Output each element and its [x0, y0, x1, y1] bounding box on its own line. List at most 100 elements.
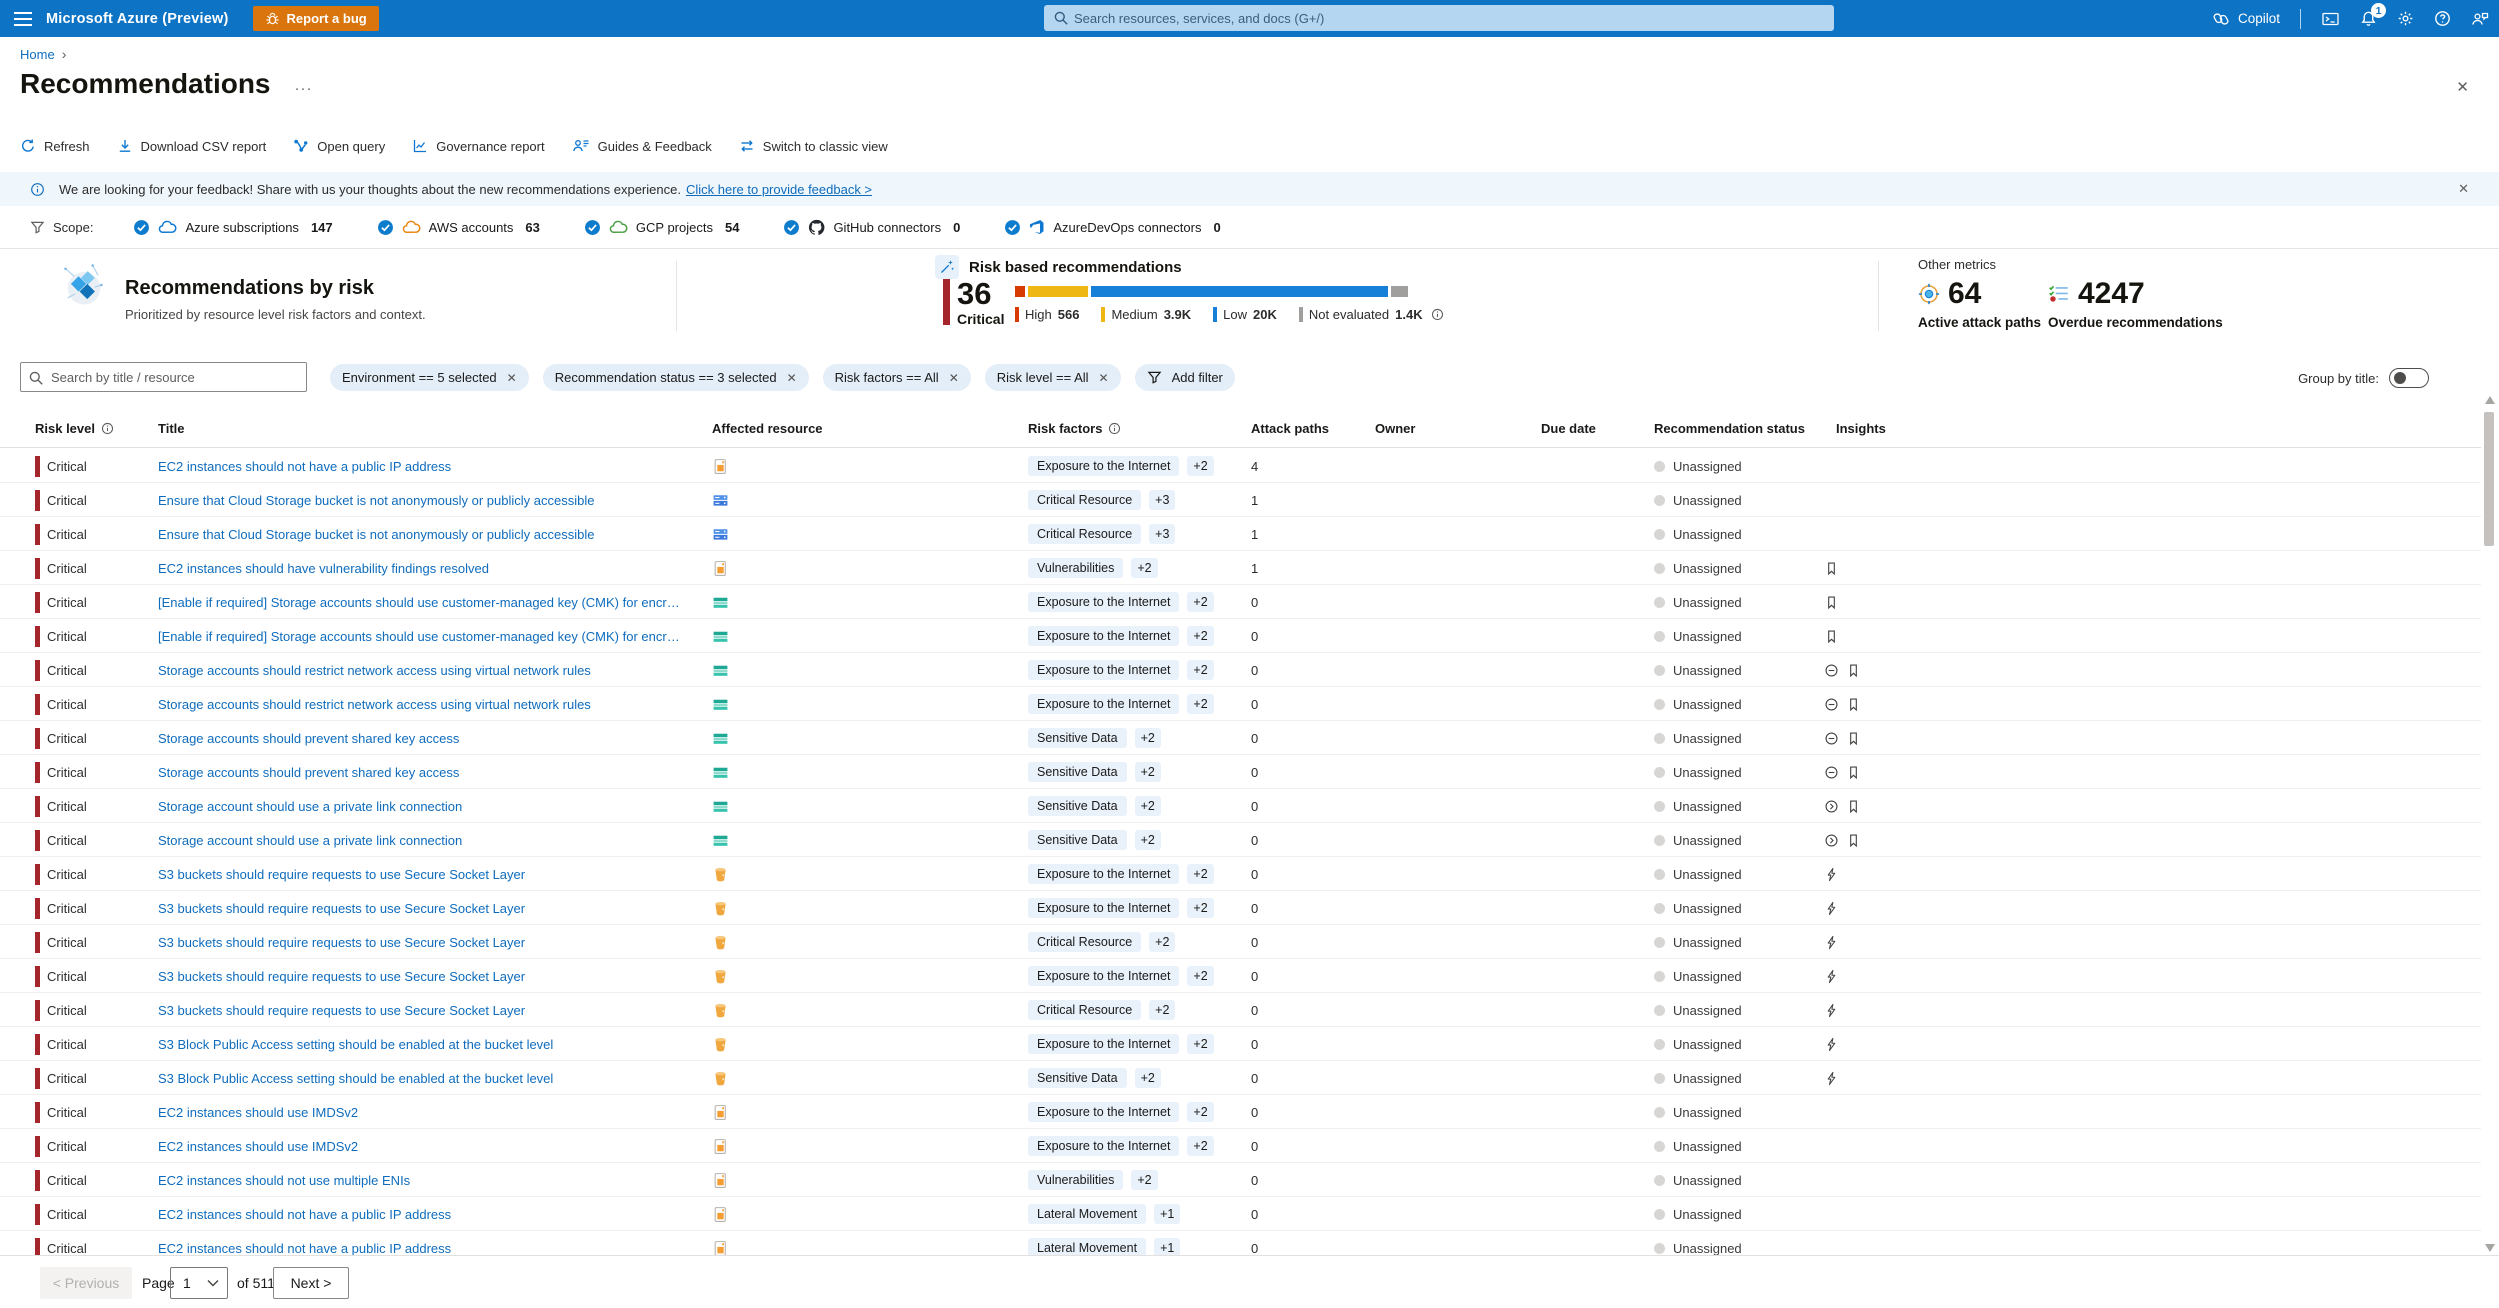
risk-factor-pill[interactable]: Vulnerabilities: [1028, 558, 1124, 578]
help-button[interactable]: [2434, 10, 2451, 27]
risk-factor-more-pill[interactable]: +2: [1187, 1034, 1214, 1054]
breadcrumb-home-link[interactable]: Home: [20, 46, 55, 62]
next-page-button[interactable]: Next >: [273, 1267, 349, 1299]
recommendation-link[interactable]: EC2 instances should not use multiple EN…: [158, 1172, 411, 1188]
recommendation-link[interactable]: [Enable if required] Storage accounts sh…: [158, 628, 683, 644]
risk-factor-pill[interactable]: Sensitive Data: [1028, 830, 1127, 850]
risk-factor-pill[interactable]: Critical Resource: [1028, 524, 1142, 544]
recommendation-link[interactable]: EC2 instances should not have a public I…: [158, 1240, 452, 1256]
global-search-input[interactable]: [1044, 5, 1834, 31]
scope-item-github-connectors[interactable]: GitHub connectors 0: [783, 219, 960, 236]
more-options-icon[interactable]: ···: [294, 79, 313, 97]
risk-factor-pill[interactable]: Sensitive Data: [1028, 728, 1127, 748]
risk-factor-more-pill[interactable]: +2: [1134, 762, 1161, 782]
risk-factor-more-pill[interactable]: +2: [1187, 898, 1214, 918]
scope-item-aws-accounts[interactable]: AWS accounts 63: [377, 219, 540, 236]
scope-item-azuredevops-connectors[interactable]: AzureDevOps connectors 0: [1004, 219, 1221, 236]
dismiss-icon[interactable]: ✕: [1098, 370, 1109, 385]
risk-factor-pill[interactable]: Critical Resource: [1028, 932, 1142, 952]
dismiss-icon[interactable]: ✕: [506, 370, 517, 385]
table-row[interactable]: Critical S3 buckets should require reques…: [0, 891, 2481, 925]
filter-pill-recommendation-status-3-selected[interactable]: Recommendation status == 3 selected ✕: [542, 364, 809, 391]
scope-item-gcp-projects[interactable]: GCP projects 54: [584, 219, 739, 236]
table-row[interactable]: Critical EC2 instances should use IMDSv2 E…: [0, 1129, 2481, 1163]
risk-factor-more-pill[interactable]: +2: [1134, 830, 1161, 850]
table-row[interactable]: Critical EC2 instances should not have a …: [0, 449, 2481, 483]
risk-factor-more-pill[interactable]: +2: [1187, 1136, 1214, 1156]
active-attack-paths-metric[interactable]: 64 Active attack paths: [1918, 277, 2041, 330]
column-header-due-date[interactable]: Due date: [1541, 421, 1596, 436]
scrollbar-thumb[interactable]: [2484, 412, 2494, 546]
scroll-up-icon[interactable]: [2485, 396, 2495, 404]
risk-factor-more-pill[interactable]: +1: [1154, 1238, 1181, 1255]
risk-factor-pill[interactable]: Exposure to the Internet: [1028, 864, 1180, 884]
recommendation-link[interactable]: S3 buckets should require requests to us…: [158, 866, 526, 882]
risk-factor-more-pill[interactable]: +2: [1187, 626, 1214, 646]
table-row[interactable]: Critical EC2 instances should have vulner…: [0, 551, 2481, 585]
info-icon[interactable]: [101, 422, 114, 435]
overdue-recommendations-metric[interactable]: 4247 Overdue recommendations: [2048, 277, 2223, 330]
risk-factor-pill[interactable]: Critical Resource: [1028, 490, 1142, 510]
dismiss-icon[interactable]: ✕: [786, 370, 797, 385]
settings-button[interactable]: [2397, 10, 2414, 27]
dismiss-icon[interactable]: ✕: [948, 370, 959, 385]
table-row[interactable]: Critical S3 buckets should require reques…: [0, 993, 2481, 1027]
table-search-input[interactable]: [20, 362, 307, 392]
table-row[interactable]: Critical S3 buckets should require reques…: [0, 857, 2481, 891]
filter-pill-environment-5-selected[interactable]: Environment == 5 selected ✕: [330, 364, 529, 391]
column-header-insights[interactable]: Insights: [1836, 421, 1886, 436]
column-header-title[interactable]: Title: [158, 421, 185, 436]
risk-factor-more-pill[interactable]: +2: [1187, 694, 1214, 714]
risk-factor-more-pill[interactable]: +2: [1187, 864, 1214, 884]
recommendation-link[interactable]: Storage accounts should prevent shared k…: [158, 764, 460, 780]
risk-factor-pill[interactable]: Exposure to the Internet: [1028, 966, 1180, 986]
recommendation-link[interactable]: S3 buckets should require requests to us…: [158, 1002, 526, 1018]
report-bug-button[interactable]: Report a bug: [252, 6, 379, 31]
recommendation-link[interactable]: Storage accounts should restrict network…: [158, 662, 591, 678]
column-header-owner[interactable]: Owner: [1375, 421, 1415, 436]
recommendation-link[interactable]: S3 buckets should require requests to us…: [158, 900, 526, 916]
column-header-affected-resource[interactable]: Affected resource: [712, 421, 823, 436]
column-header-risk-level[interactable]: Risk level: [35, 421, 114, 436]
column-header-risk-factors[interactable]: Risk factors: [1028, 421, 1121, 436]
recommendation-link[interactable]: Storage accounts should restrict network…: [158, 696, 591, 712]
recommendation-link[interactable]: EC2 instances should use IMDSv2: [158, 1138, 359, 1154]
risk-factor-more-pill[interactable]: +1: [1154, 1204, 1181, 1224]
recommendation-link[interactable]: Ensure that Cloud Storage bucket is not …: [158, 526, 595, 542]
feedback-button[interactable]: [2471, 11, 2489, 27]
table-row[interactable]: Critical Storage accounts should restrict…: [0, 653, 2481, 687]
table-row[interactable]: Critical S3 buckets should require reques…: [0, 925, 2481, 959]
risk-factor-pill[interactable]: Sensitive Data: [1028, 762, 1127, 782]
risk-factor-more-pill[interactable]: +2: [1134, 728, 1161, 748]
table-row[interactable]: Critical S3 buckets should require reques…: [0, 959, 2481, 993]
risk-factor-more-pill[interactable]: +2: [1187, 592, 1214, 612]
add-filter-button[interactable]: Add filter: [1134, 364, 1235, 391]
previous-page-button[interactable]: < Previous: [40, 1267, 132, 1299]
toolbar-open-query[interactable]: Open query: [293, 138, 385, 154]
recommendation-link[interactable]: S3 Block Public Access setting should be…: [158, 1036, 554, 1052]
risk-factor-pill[interactable]: Lateral Movement: [1028, 1238, 1147, 1255]
risk-factor-pill[interactable]: Sensitive Data: [1028, 1068, 1127, 1088]
recommendation-link[interactable]: S3 buckets should require requests to us…: [158, 934, 526, 950]
recommendation-link[interactable]: Ensure that Cloud Storage bucket is not …: [158, 492, 595, 508]
table-row[interactable]: Critical Storage account should use a pri…: [0, 823, 2481, 857]
toolbar-switch-to-classic-view[interactable]: Switch to classic view: [739, 138, 888, 154]
risk-factor-pill[interactable]: Sensitive Data: [1028, 796, 1127, 816]
table-row[interactable]: Critical Storage accounts should prevent …: [0, 755, 2481, 789]
risk-factor-more-pill[interactable]: +2: [1149, 932, 1176, 952]
toolbar-refresh[interactable]: Refresh: [20, 138, 90, 154]
scope-item-azure-subscriptions[interactable]: Azure subscriptions 147: [133, 219, 333, 236]
recommendation-link[interactable]: [Enable if required] Storage accounts sh…: [158, 594, 683, 610]
risk-factor-more-pill[interactable]: +2: [1149, 1000, 1176, 1020]
risk-factor-more-pill[interactable]: +2: [1131, 558, 1158, 578]
risk-factor-pill[interactable]: Critical Resource: [1028, 1000, 1142, 1020]
info-icon[interactable]: [1431, 308, 1444, 321]
risk-factor-more-pill[interactable]: +2: [1134, 796, 1161, 816]
recommendation-link[interactable]: Storage account should use a private lin…: [158, 832, 463, 848]
cloud-shell-button[interactable]: [2321, 11, 2340, 27]
table-row[interactable]: Critical Storage accounts should prevent …: [0, 721, 2481, 755]
risk-factor-more-pill[interactable]: +2: [1187, 966, 1214, 986]
filter-pill-risk-factors-all[interactable]: Risk factors == All ✕: [822, 364, 971, 391]
recommendation-link[interactable]: Storage accounts should prevent shared k…: [158, 730, 460, 746]
table-row[interactable]: Critical S3 Block Public Access setting s…: [0, 1061, 2481, 1095]
